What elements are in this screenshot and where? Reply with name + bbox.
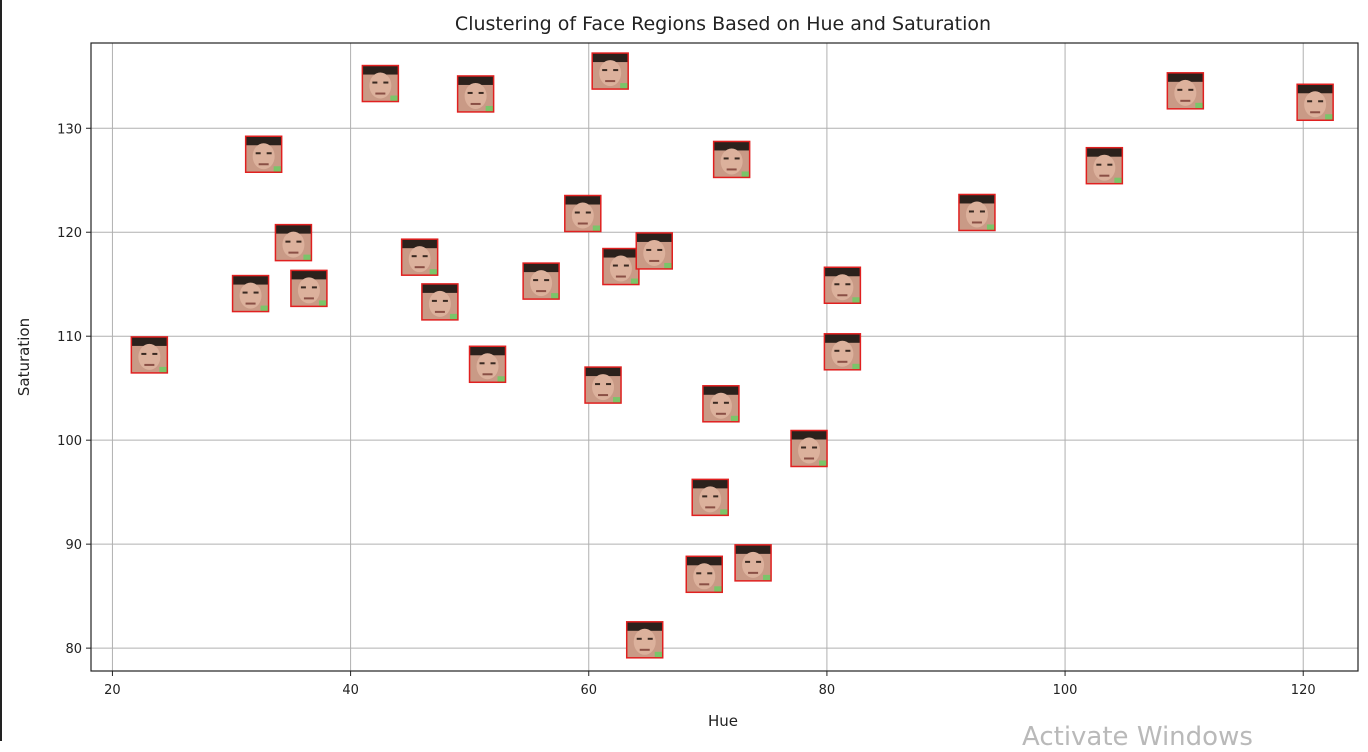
x-tick-label: 80 (819, 683, 836, 698)
face-point-marker (823, 266, 862, 305)
face-point-marker (456, 75, 495, 113)
x-tick-label: 120 (1291, 683, 1316, 698)
face-point-marker (361, 64, 400, 103)
face-point-marker (564, 194, 602, 233)
y-axis-label: Saturation (15, 318, 33, 396)
face-point-marker (712, 140, 751, 179)
y-tick-label: 130 (57, 122, 82, 137)
plot-area-frame (90, 42, 1359, 672)
face-point-marker (691, 478, 729, 517)
face-point-marker (591, 52, 629, 90)
face-point-marker (244, 135, 283, 174)
face-point-marker (274, 223, 313, 262)
face-point-marker (231, 274, 270, 313)
x-tick-label: 20 (104, 683, 121, 698)
face-point-marker (635, 232, 673, 270)
face-point-marker (130, 336, 169, 374)
grid-lines (91, 43, 1358, 671)
y-tick-label: 100 (57, 434, 82, 449)
x-tick-label: 40 (342, 683, 359, 698)
y-tick-label: 90 (65, 538, 82, 553)
face-point-marker (1296, 83, 1334, 122)
face-point-marker (290, 269, 328, 308)
window-left-edge (0, 0, 2, 741)
face-point-marker (468, 345, 507, 384)
x-tick-label: 60 (580, 683, 597, 698)
y-tick-label: 110 (57, 330, 82, 345)
face-point-marker (790, 429, 828, 468)
face-point-marker (1166, 72, 1205, 110)
x-tick-label: 100 (1053, 683, 1078, 698)
face-point-marker (958, 193, 996, 232)
face-point-marker (823, 333, 862, 371)
y-tick-label: 80 (65, 642, 82, 657)
y-axis-ticks: 80 90 100 110 120 130 (57, 122, 91, 657)
face-point-marker (602, 247, 640, 286)
face-point-marker (702, 385, 740, 423)
face-point-marker (1085, 146, 1124, 185)
face-points (130, 52, 1334, 659)
face-point-marker (522, 262, 560, 300)
face-point-marker (685, 555, 724, 594)
face-point-marker (400, 238, 439, 276)
face-point-marker (584, 366, 622, 404)
face-point-marker (734, 544, 772, 582)
x-axis-label: Hue (708, 712, 738, 730)
chart-title: Clustering of Face Regions Based on Hue … (455, 13, 991, 35)
face-point-marker (421, 283, 459, 321)
activate-windows-watermark: Activate Windows (1022, 722, 1253, 752)
face-point-marker (625, 621, 664, 659)
y-tick-label: 120 (57, 226, 82, 241)
x-axis-ticks: 20 40 60 80 100 120 (104, 671, 1316, 698)
